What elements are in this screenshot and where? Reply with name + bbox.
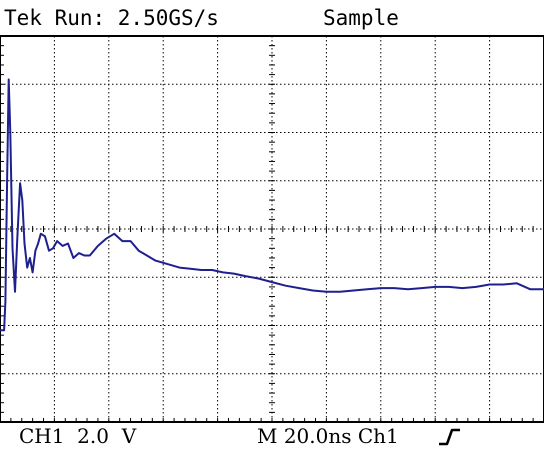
channel-scale-readout: CH1 2.0 V [19, 424, 137, 448]
status-bar: Tek Run: 2.50GS/s Sample [0, 0, 544, 36]
waveform-layer [0, 78, 544, 332]
rising-edge-icon [439, 428, 460, 446]
ch1-waveform-trace [0, 78, 544, 332]
run-status-label: Tek Run: 2.50GS/s [4, 6, 219, 30]
graticule [0, 35, 544, 423]
timebase-readout: M 20.0ns Ch1 [257, 424, 399, 448]
acquisition-mode-label: Sample [323, 6, 399, 30]
